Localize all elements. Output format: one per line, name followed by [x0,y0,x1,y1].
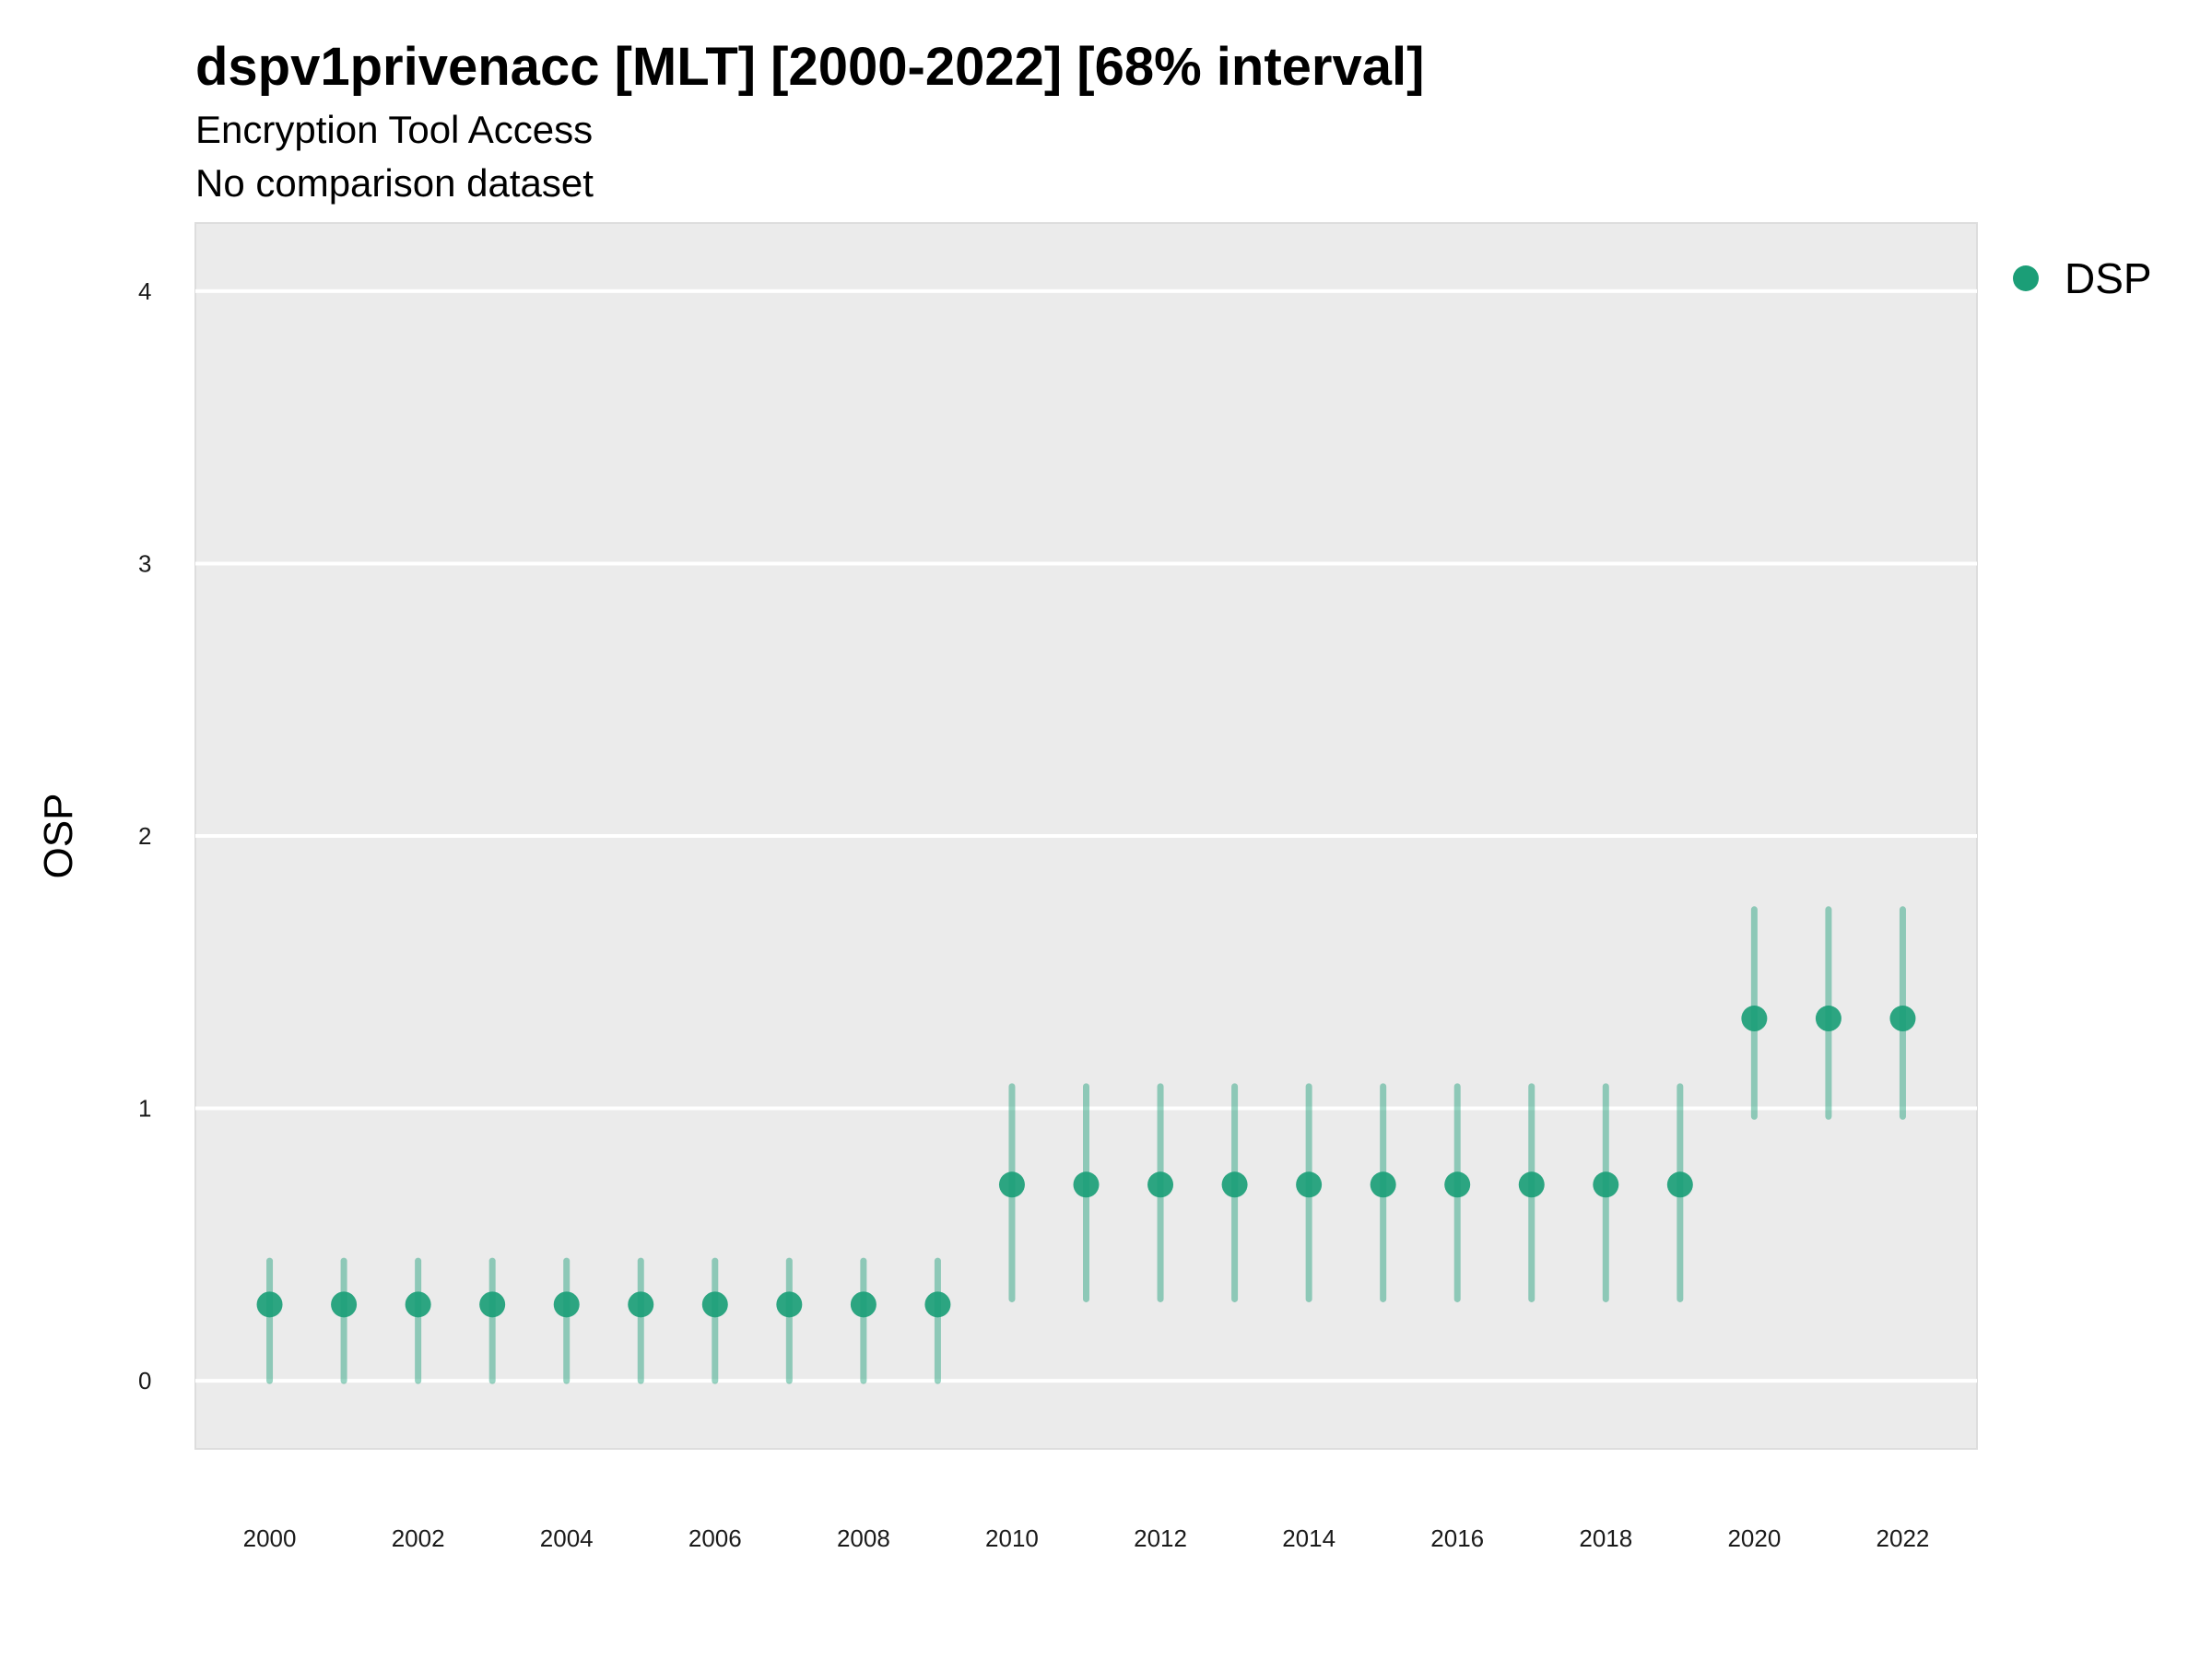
y-tick-label: 4 [138,277,151,305]
data-point [924,1291,951,1318]
data-point [1221,1171,1248,1198]
data-point [1296,1171,1323,1198]
legend-label-dsp: DSP [2065,254,2152,302]
data-point [776,1291,803,1318]
x-tick-label: 2020 [1727,1524,1781,1552]
data-point [998,1171,1025,1198]
x-tick-label: 2006 [688,1524,742,1552]
x-axis-ticks: 2000 2002 2004 2006 2008 2010 2012 2014 2016 2018… [243,1524,1930,1552]
x-tick-label: 2014 [1282,1524,1335,1552]
y-tick-label: 3 [138,549,151,577]
x-tick-label: 2010 [985,1524,1039,1552]
y-tick-label: 2 [138,822,151,850]
y-axis-label: OSP [36,794,81,879]
y-axis-ticks: 0 1 2 3 4 [138,277,151,1394]
data-point [1370,1171,1396,1198]
x-tick-label: 2022 [1877,1524,1930,1552]
y-tick-label: 1 [138,1095,151,1123]
data-point [1147,1171,1174,1198]
x-tick-label: 2004 [540,1524,594,1552]
data-point [1741,1006,1768,1032]
data-point [479,1291,506,1318]
y-tick-label: 0 [138,1367,151,1394]
data-point [1666,1171,1693,1198]
x-tick-label: 2000 [243,1524,297,1552]
chart-title: dspv1privenacc [MLT] [2000-2022] [68% in… [195,37,1424,97]
gridlines [195,288,1977,1383]
legend-key-dsp [2013,265,2039,291]
data-point [1593,1171,1619,1198]
data-point [1815,1006,1841,1032]
x-tick-label: 2002 [392,1524,445,1552]
x-tick-label: 2018 [1579,1524,1632,1552]
data-point [1889,1006,1916,1032]
data-point [701,1291,728,1318]
data-point [1444,1171,1471,1198]
x-tick-label: 2012 [1134,1524,1187,1552]
data-point [850,1291,877,1318]
data-point [1073,1171,1100,1198]
data-point [331,1291,358,1318]
x-tick-label: 2016 [1430,1524,1484,1552]
data-point [256,1291,283,1318]
data-point [628,1291,654,1318]
data-point [1518,1171,1545,1198]
data-marks [256,906,1916,1384]
x-tick-label: 2008 [837,1524,890,1552]
chart-subtitle-2: No comparison dataset [195,161,594,205]
data-point [553,1291,580,1318]
data-point [405,1291,431,1318]
chart-subtitle: Encryption Tool Access [195,108,593,151]
legend: DSP [2013,254,2152,302]
